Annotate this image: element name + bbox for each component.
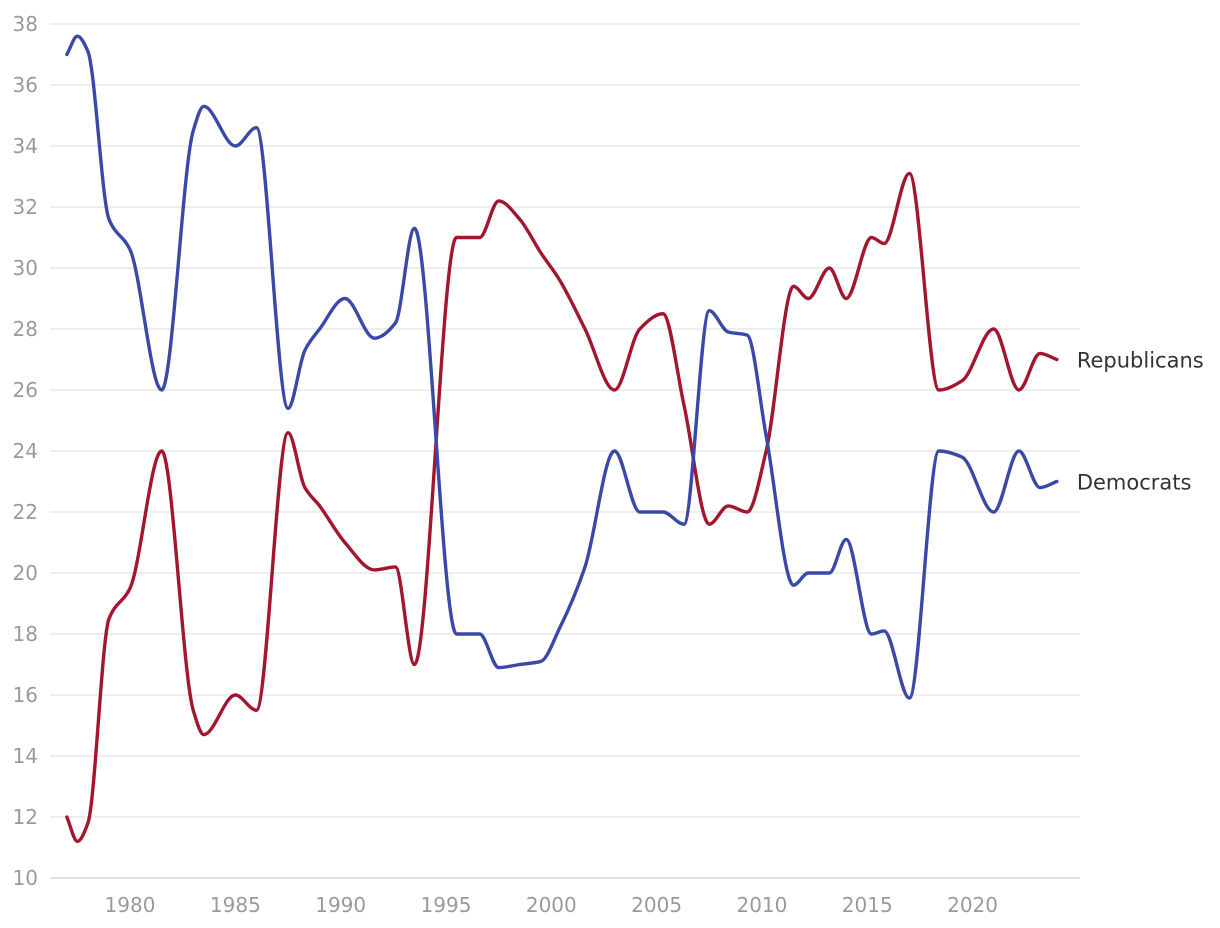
y-tick-label: 20 <box>13 561 38 585</box>
y-tick-label: 38 <box>13 12 38 36</box>
series-lines <box>65 34 1059 844</box>
x-tick-label: 2010 <box>736 893 787 917</box>
y-tick-label: 28 <box>13 317 38 341</box>
x-tick-label: 1990 <box>315 893 366 917</box>
y-tick-label: 30 <box>13 256 38 280</box>
y-tick-label: 10 <box>13 866 38 890</box>
y-axis-ticks: 10 12 14 16 18 20 22 24 26 28 30 32 34 36 38 <box>13 12 38 890</box>
y-tick-label: 32 <box>13 195 38 219</box>
y-tick-label: 16 <box>13 683 38 707</box>
y-tick-label: 12 <box>13 805 38 829</box>
x-axis-ticks: 1980 1985 1990 1995 2000 2005 2010 2015 2020 <box>105 893 998 917</box>
gridlines <box>50 23 1080 879</box>
y-tick-label: 26 <box>13 378 38 402</box>
series-line-democrats <box>65 34 1059 700</box>
x-tick-label: 2005 <box>631 893 682 917</box>
y-tick-label: 14 <box>13 744 38 768</box>
x-tick-label: 2015 <box>842 893 893 917</box>
y-tick-label: 22 <box>13 500 38 524</box>
y-tick-label: 34 <box>13 134 38 158</box>
x-tick-label: 1985 <box>210 893 261 917</box>
series-label-republicans: Republicans <box>1077 349 1204 373</box>
series-label-democrats: Democrats <box>1077 471 1192 495</box>
y-tick-label: 18 <box>13 622 38 646</box>
x-tick-label: 2000 <box>526 893 577 917</box>
x-tick-label: 1980 <box>105 893 156 917</box>
y-tick-label: 24 <box>13 439 38 463</box>
series-labels: Republicans Democrats <box>1077 349 1204 495</box>
series-line-republicans <box>65 171 1059 844</box>
y-tick-label: 36 <box>13 73 38 97</box>
x-tick-label: 2020 <box>947 893 998 917</box>
x-tick-label: 1995 <box>421 893 472 917</box>
